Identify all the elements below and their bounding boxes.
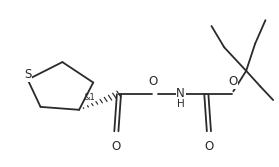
Text: O: O	[148, 75, 157, 88]
Text: H: H	[177, 99, 184, 109]
Text: &1: &1	[84, 93, 95, 102]
Text: O: O	[204, 140, 213, 153]
Text: O: O	[112, 140, 121, 153]
Text: O: O	[228, 75, 237, 88]
Text: S: S	[24, 68, 31, 81]
Text: N: N	[176, 87, 185, 100]
